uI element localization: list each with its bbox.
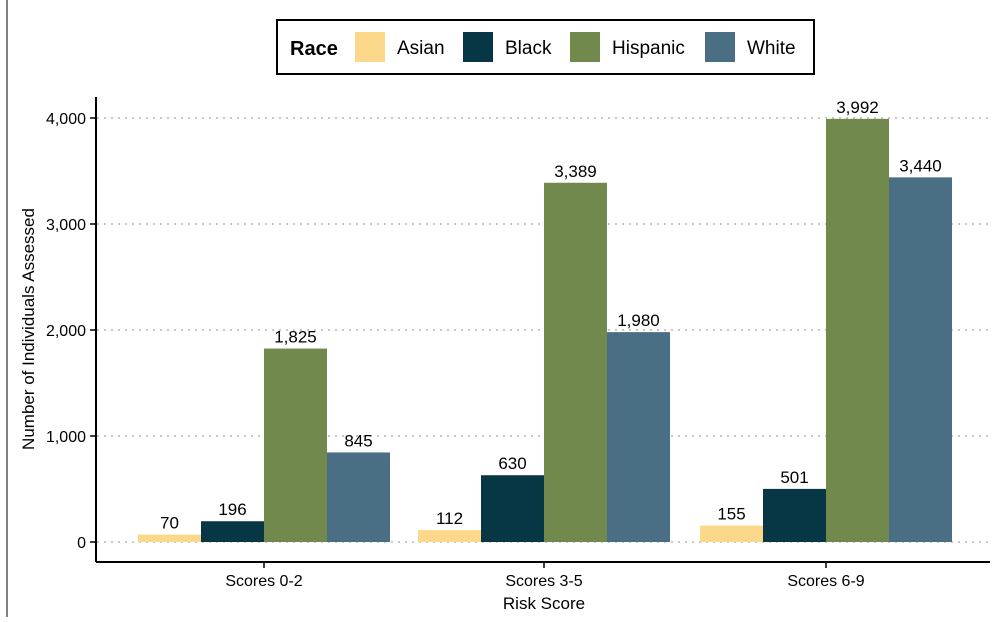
- y-axis-title: Number of Individuals Assessed: [19, 208, 38, 450]
- bar-value-label: 70: [160, 514, 179, 533]
- x-tick-label: Scores 0-2: [225, 573, 302, 590]
- bar-value-label: 196: [218, 500, 246, 519]
- bar-black: [201, 521, 264, 542]
- legend-key-hispanic: [570, 32, 600, 62]
- legend-label-black: Black: [505, 38, 552, 59]
- bar-white: [889, 177, 952, 543]
- bar-value-label: 1,980: [617, 311, 660, 330]
- legend-key-black: [463, 32, 493, 62]
- bar-value-label: 1,825: [274, 328, 317, 347]
- legend-key-asian: [355, 32, 385, 62]
- legend-key-white: [705, 32, 735, 62]
- bar-hispanic: [826, 118, 889, 543]
- bar-hispanic: [544, 182, 607, 543]
- y-tick-label: 0: [77, 535, 86, 552]
- bar-asian: [138, 534, 201, 542]
- legend-label-asian: Asian: [397, 38, 445, 59]
- bar-asian: [700, 525, 763, 542]
- y-tick-label: 4,000: [46, 111, 86, 128]
- bar-white: [607, 332, 670, 542]
- bar-hispanic: [264, 348, 327, 542]
- bar-black: [763, 488, 826, 542]
- bar-white: [327, 452, 390, 542]
- y-tick-label: 3,000: [46, 217, 86, 234]
- x-tick-label: Scores 6-9: [787, 573, 864, 590]
- x-axis-title: Risk Score: [503, 594, 585, 613]
- legend-label-hispanic: Hispanic: [612, 38, 685, 59]
- bar-value-label: 3,440: [899, 156, 942, 175]
- bar-value-label: 501: [780, 468, 808, 487]
- bar-value-label: 3,389: [554, 162, 597, 181]
- legend-label-white: White: [747, 38, 796, 59]
- y-tick-label: 1,000: [46, 429, 86, 446]
- bar-value-label: 112: [436, 509, 463, 528]
- legend-title: Race: [290, 38, 338, 60]
- y-tick-label: 2,000: [46, 323, 86, 340]
- bar-value-label: 630: [498, 454, 526, 473]
- bar-value-label: 3,992: [836, 98, 879, 117]
- bar-black: [481, 475, 544, 542]
- bar-asian: [418, 530, 481, 542]
- bar-value-label: 845: [344, 431, 372, 450]
- bar-value-label: 155: [717, 505, 745, 524]
- x-tick-label: Scores 3-5: [505, 573, 582, 590]
- legend: Race Asian Black Hispanic White: [276, 19, 815, 75]
